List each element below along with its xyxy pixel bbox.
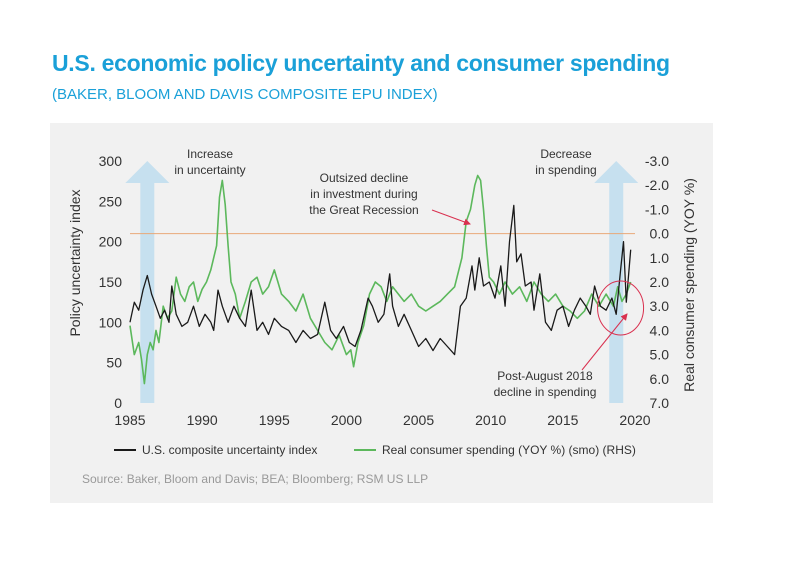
y2-tick-label: 6.0 [650, 371, 670, 387]
y-tick-label: 200 [99, 234, 123, 250]
y2-tick-label: -2.0 [645, 177, 669, 193]
chart-title: U.S. economic policy uncertainty and con… [52, 50, 670, 76]
x-tick-label: 2000 [331, 412, 362, 428]
annotation-outsized-line2: in investment during [310, 187, 417, 201]
y-axis-label: Policy uncertainty index [67, 189, 83, 336]
y2-tick-label: -1.0 [645, 201, 669, 217]
y2-tick-label: 7.0 [650, 395, 670, 411]
great-recession-pointer [431, 209, 471, 226]
post-2018-pointer [581, 313, 628, 371]
x-tick-label: 1990 [187, 412, 218, 428]
y-tick-label: 0 [114, 395, 122, 411]
y2-tick-label: -3.0 [645, 153, 669, 169]
y2-tick-label: 1.0 [650, 250, 670, 266]
y2-tick-label: 4.0 [650, 322, 670, 338]
y-tick-label: 300 [99, 153, 123, 169]
chart-panel [50, 123, 713, 503]
uncertainty-arrow-band [125, 161, 170, 403]
spending-series-line [129, 174, 632, 385]
x-tick-label: 1995 [259, 412, 290, 428]
epu-series-line [129, 204, 632, 356]
x-tick-label: 1985 [114, 412, 145, 428]
y-tick-label: 150 [99, 274, 123, 290]
annotation-decrease-line2: in spending [535, 163, 596, 177]
y-tick-label: 250 [99, 193, 123, 209]
annotation-outsized-line3: the Great Recession [309, 203, 418, 217]
y-tick-label: 50 [106, 355, 122, 371]
legend-epu-label: U.S. composite uncertainty index [142, 443, 317, 457]
y-tick-label: 100 [99, 314, 123, 330]
source-note: Source: Baker, Bloom and Davis; BEA; Blo… [82, 472, 428, 486]
annotation-decrease-line1: Decrease [540, 147, 592, 161]
annotation-post-august-line1: Post-August 2018 [497, 369, 593, 383]
y2-tick-label: 2.0 [650, 274, 670, 290]
annotation-post-august-line2: decline in spending [494, 385, 597, 399]
post-2018-highlight-circle [597, 280, 645, 336]
y2-axis-label: Real consumer spending (YOY %) [681, 178, 697, 392]
y2-tick-label: 3.0 [650, 298, 670, 314]
x-tick-label: 2015 [547, 412, 578, 428]
annotation-outsized-line1: Outsized decline [320, 171, 409, 185]
annotation-increase-line2: in uncertainty [174, 163, 245, 177]
legend-spending-label: Real consumer spending (YOY %) (smo) (RH… [382, 443, 636, 457]
y2-tick-label: 0.0 [650, 226, 670, 242]
x-tick-label: 2005 [403, 412, 434, 428]
chart-subtitle: (BAKER, BLOOM AND DAVIS COMPOSITE EPU IN… [52, 86, 438, 103]
spending-arrow-band [594, 161, 639, 403]
annotation-increase-line1: Increase [187, 147, 233, 161]
x-tick-label: 2020 [619, 412, 650, 428]
x-tick-label: 2010 [475, 412, 506, 428]
y2-tick-label: 5.0 [650, 347, 670, 363]
